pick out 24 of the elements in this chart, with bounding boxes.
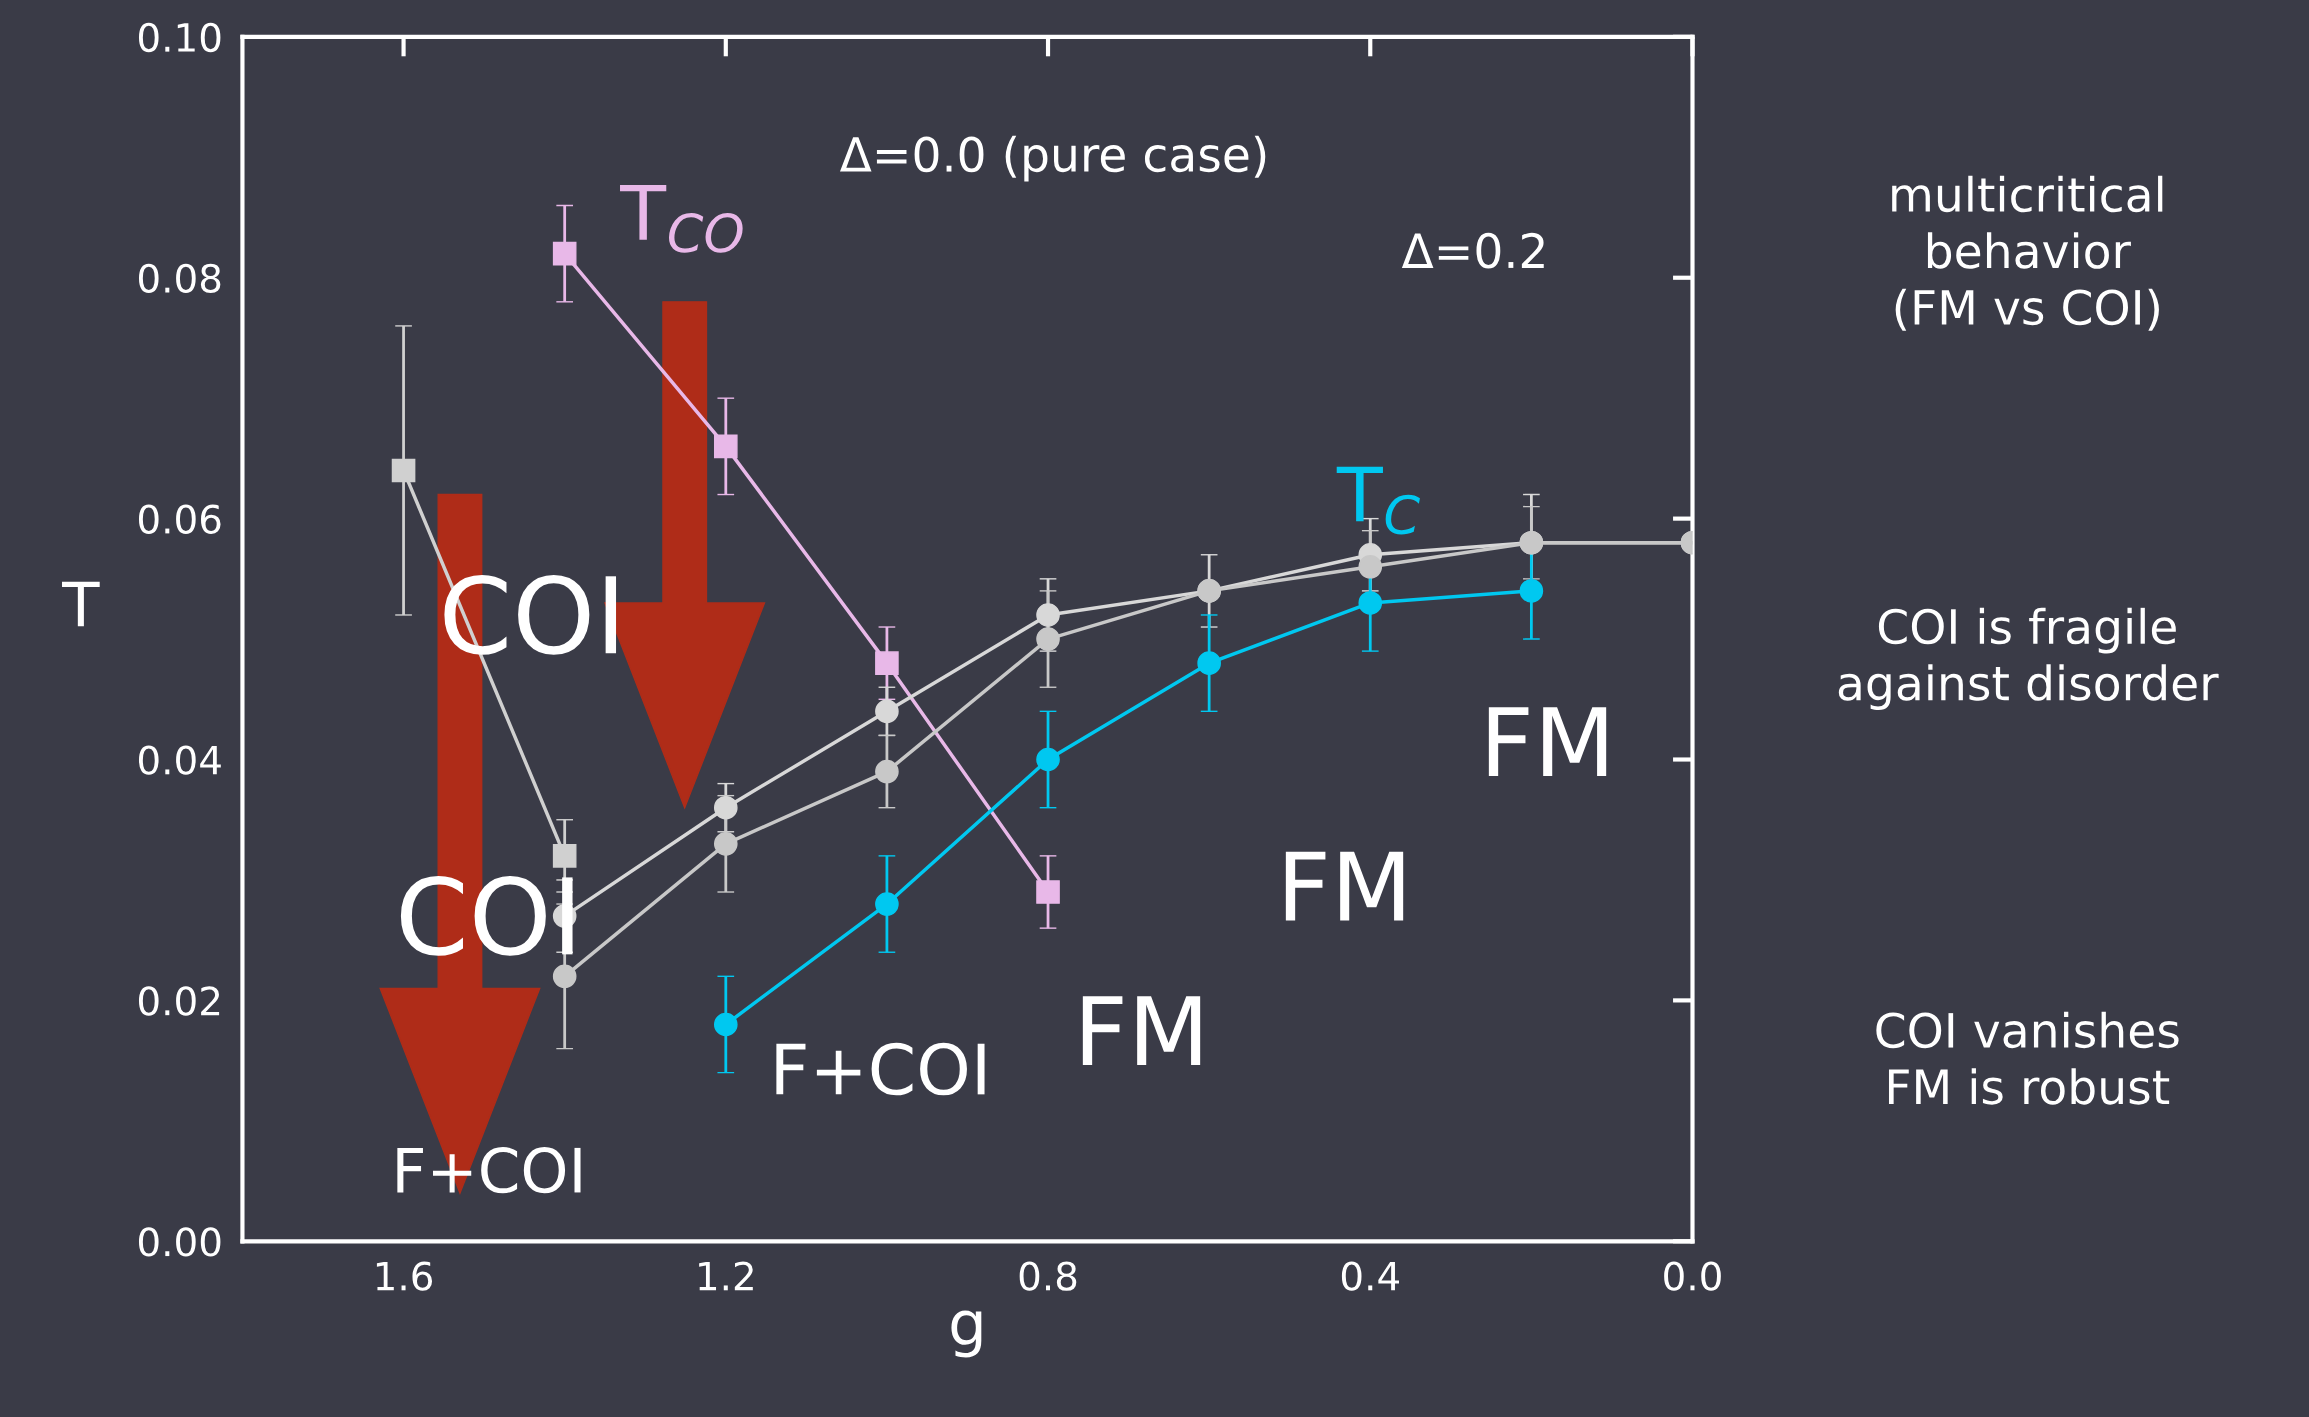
annotation: F+COI bbox=[776, 1042, 985, 1096]
text: COI is fragile against disorder bbox=[1838, 607, 2219, 710]
annotation: Δ=0.0 (pure case) bbox=[839, 135, 1266, 182]
text: COI vanishes FM is robust bbox=[1876, 1011, 2179, 1105]
text: multicritical behavior (FM vs COI) bbox=[1892, 175, 2163, 331]
annotation: FM bbox=[1285, 851, 1404, 921]
x-tick-label: 1.6 bbox=[376, 1261, 433, 1291]
y-tick-label: 0.02 bbox=[138, 986, 220, 1016]
x-tick-label: 0.0 bbox=[1664, 1261, 1721, 1291]
y-tick-label: 0.04 bbox=[138, 745, 221, 775]
y-tick-label: 0.08 bbox=[138, 263, 221, 294]
y-tick-label: 0.00 bbox=[138, 1227, 221, 1257]
y-axis-title: T bbox=[62, 581, 100, 627]
x-tick-label: 0.8 bbox=[1019, 1261, 1077, 1291]
annotation: Δ=0.2 bbox=[1401, 232, 1544, 269]
annotation: FM bbox=[1082, 996, 1201, 1066]
y-tick-label: 0.06 bbox=[138, 504, 221, 534]
x-axis-title: g bbox=[951, 1310, 982, 1358]
annotation: FM bbox=[1488, 707, 1607, 776]
x-tick-label: 1.2 bbox=[699, 1261, 753, 1291]
series-label: T$_{C}$ bbox=[1336, 466, 1420, 535]
series-label: T$_{CO}$ bbox=[620, 185, 743, 253]
y-tick-label: 0.10 bbox=[138, 22, 221, 53]
x-tick-label: 0.4 bbox=[1341, 1261, 1400, 1291]
